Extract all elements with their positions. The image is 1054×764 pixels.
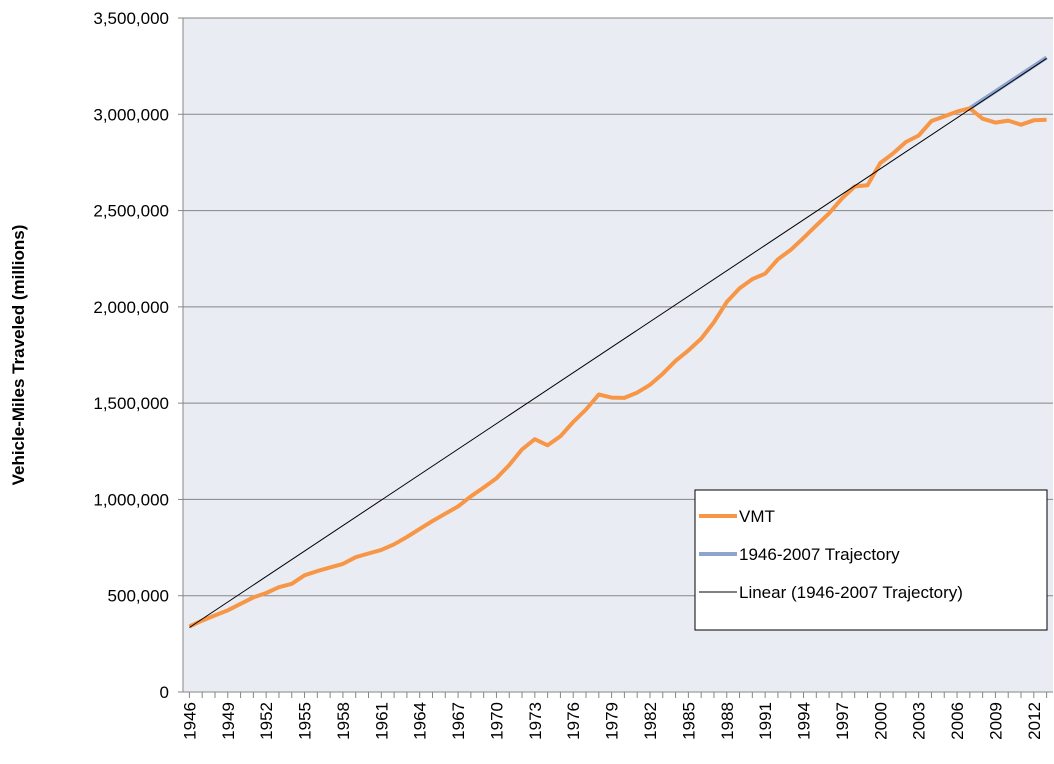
x-tick-label: 2009 bbox=[986, 702, 1005, 740]
x-tick-label: 2006 bbox=[948, 702, 967, 740]
x-tick-label: 1979 bbox=[603, 702, 622, 740]
y-tick-label: 3,000,000 bbox=[93, 105, 169, 124]
x-tick-label: 1952 bbox=[257, 702, 276, 740]
x-tick-label: 1955 bbox=[296, 702, 315, 740]
legend-label: VMT bbox=[739, 507, 775, 526]
y-tick-label: 0 bbox=[160, 683, 169, 702]
x-tick-label: 1958 bbox=[334, 702, 353, 740]
x-tick-label: 1985 bbox=[679, 702, 698, 740]
y-tick-label: 500,000 bbox=[108, 587, 169, 606]
y-axis-title: Vehicle-Miles Traveled (millions) bbox=[9, 225, 28, 486]
x-tick-label: 1961 bbox=[372, 702, 391, 740]
legend-label: Linear (1946-2007 Trajectory) bbox=[739, 583, 963, 602]
x-tick-label: 2003 bbox=[910, 702, 929, 740]
x-tick-label: 2012 bbox=[1025, 702, 1044, 740]
legend-label: 1946-2007 Trajectory bbox=[739, 545, 900, 564]
y-tick-label: 2,500,000 bbox=[93, 202, 169, 221]
y-tick-label: 2,000,000 bbox=[93, 298, 169, 317]
x-tick-label: 1946 bbox=[180, 702, 199, 740]
y-tick-label: 1,000,000 bbox=[93, 490, 169, 509]
x-tick-label: 2000 bbox=[871, 702, 890, 740]
series-line bbox=[188, 106, 1047, 629]
series-line bbox=[189, 57, 1047, 628]
series-line bbox=[968, 55, 1048, 110]
y-tick-label: 3,500,000 bbox=[93, 9, 169, 28]
legend-box bbox=[694, 489, 1048, 631]
x-tick-label: 1988 bbox=[718, 702, 737, 740]
x-tick-label: 1970 bbox=[487, 702, 506, 740]
x-tick-label: 1994 bbox=[795, 702, 814, 740]
x-tick-label: 1967 bbox=[449, 702, 468, 740]
x-tick-label: 1991 bbox=[756, 702, 775, 740]
x-tick-label: 1973 bbox=[526, 702, 545, 740]
x-tick-label: 1982 bbox=[641, 702, 660, 740]
y-tick-label: 1,500,000 bbox=[93, 394, 169, 413]
x-tick-label: 1976 bbox=[564, 702, 583, 740]
x-tick-label: 1949 bbox=[219, 702, 238, 740]
x-tick-label: 1997 bbox=[833, 702, 852, 740]
x-tick-label: 1964 bbox=[411, 702, 430, 740]
